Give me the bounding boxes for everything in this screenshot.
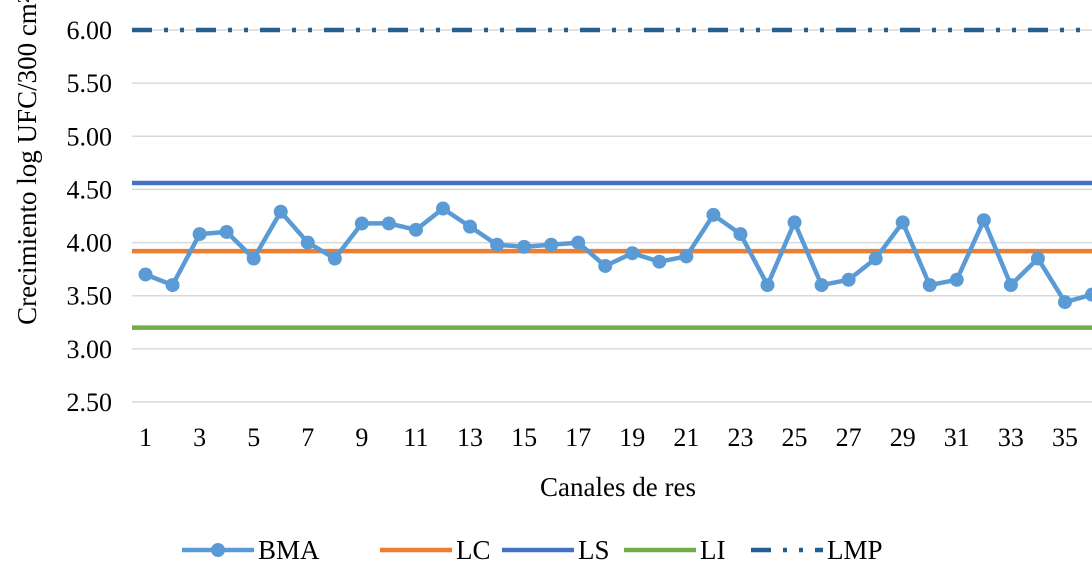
x-tick-label: 35	[1052, 423, 1078, 452]
x-tick-label: 17	[565, 423, 591, 452]
data-point	[327, 251, 342, 266]
data-point	[976, 213, 991, 228]
data-point	[652, 254, 667, 269]
y-tick-label: 2.50	[67, 388, 113, 417]
x-tick-label: 33	[998, 423, 1024, 452]
x-tick-label: 21	[673, 423, 699, 452]
legend-label: LC	[456, 535, 491, 565]
legend-label: LI	[700, 535, 725, 565]
data-point	[435, 201, 450, 216]
data-point	[760, 278, 775, 293]
x-tick-label: 3	[193, 423, 206, 452]
data-point	[571, 235, 586, 250]
x-tick-label: 11	[403, 423, 428, 452]
legend-marker	[211, 543, 225, 557]
data-point	[922, 278, 937, 293]
y-tick-label: 4.50	[67, 175, 113, 204]
data-point	[219, 224, 234, 239]
legend-label: BMA	[258, 535, 320, 565]
x-tick-label: 5	[247, 423, 260, 452]
legend-label: LS	[578, 535, 610, 565]
data-point	[165, 278, 180, 293]
data-point	[1030, 251, 1045, 266]
y-tick-label: 5.00	[67, 122, 113, 151]
y-tick-label: 4.00	[67, 229, 113, 258]
x-tick-label: 23	[727, 423, 753, 452]
x-tick-label: 19	[619, 423, 645, 452]
data-point	[949, 272, 964, 287]
legend-label: LMP	[827, 535, 883, 565]
x-axis-ticks: 1 3 5 7 9 11 13 15 17 19 21 23 25 27 29 31 33 35	[139, 423, 1078, 452]
data-point	[246, 251, 261, 266]
data-point	[733, 227, 748, 242]
x-tick-label: 31	[944, 423, 970, 452]
x-tick-label: 27	[836, 423, 862, 452]
y-axis-ticks: 2.50 3.00 3.50 4.00 4.50 5.00 5.50 6.00	[67, 16, 113, 417]
y-axis-title: Crecimiento log UFC/300 cm²	[12, 0, 42, 325]
data-point	[679, 249, 694, 264]
data-point	[598, 258, 613, 273]
data-point	[625, 246, 640, 261]
series-lines	[132, 27, 1092, 330]
data-point	[895, 215, 910, 230]
x-axis-title: Canales de res	[540, 472, 696, 502]
data-point	[354, 216, 369, 231]
data-point	[841, 272, 856, 287]
y-tick-label: 3.50	[67, 282, 113, 311]
x-tick-label: 7	[301, 423, 314, 452]
data-point	[1085, 287, 1092, 302]
series-line-bma	[144, 206, 1092, 305]
x-tick-label: 25	[782, 423, 808, 452]
data-point	[517, 239, 532, 254]
data-point	[787, 215, 802, 230]
data-point	[381, 216, 396, 231]
data-point	[273, 204, 288, 219]
x-tick-label: 13	[457, 423, 483, 452]
data-point	[490, 237, 505, 252]
x-tick-label: 29	[890, 423, 916, 452]
data-point	[138, 267, 153, 282]
data-point	[706, 207, 721, 222]
gridlines	[132, 29, 1092, 403]
x-tick-label: 1	[139, 423, 152, 452]
data-point	[192, 227, 207, 242]
data-point	[1057, 295, 1072, 310]
legend: BMA LC LS LI LMP	[182, 535, 883, 565]
data-point	[814, 278, 829, 293]
x-tick-label: 9	[355, 423, 368, 452]
data-point	[300, 235, 315, 250]
x-tick-label: 15	[511, 423, 537, 452]
y-tick-label: 3.00	[67, 335, 113, 364]
data-point	[408, 222, 423, 237]
y-tick-label: 5.50	[67, 69, 113, 98]
data-point	[544, 237, 559, 252]
y-tick-label: 6.00	[67, 16, 113, 45]
data-point	[463, 219, 478, 234]
data-point	[868, 251, 883, 266]
data-point	[1003, 278, 1018, 293]
